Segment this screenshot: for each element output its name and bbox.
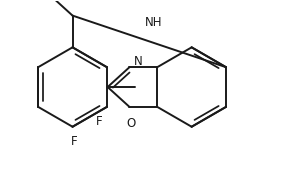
Text: NH: NH <box>145 16 162 29</box>
Text: O: O <box>127 117 136 130</box>
Text: F: F <box>96 115 102 128</box>
Text: N: N <box>133 55 142 68</box>
Text: F: F <box>71 135 78 148</box>
